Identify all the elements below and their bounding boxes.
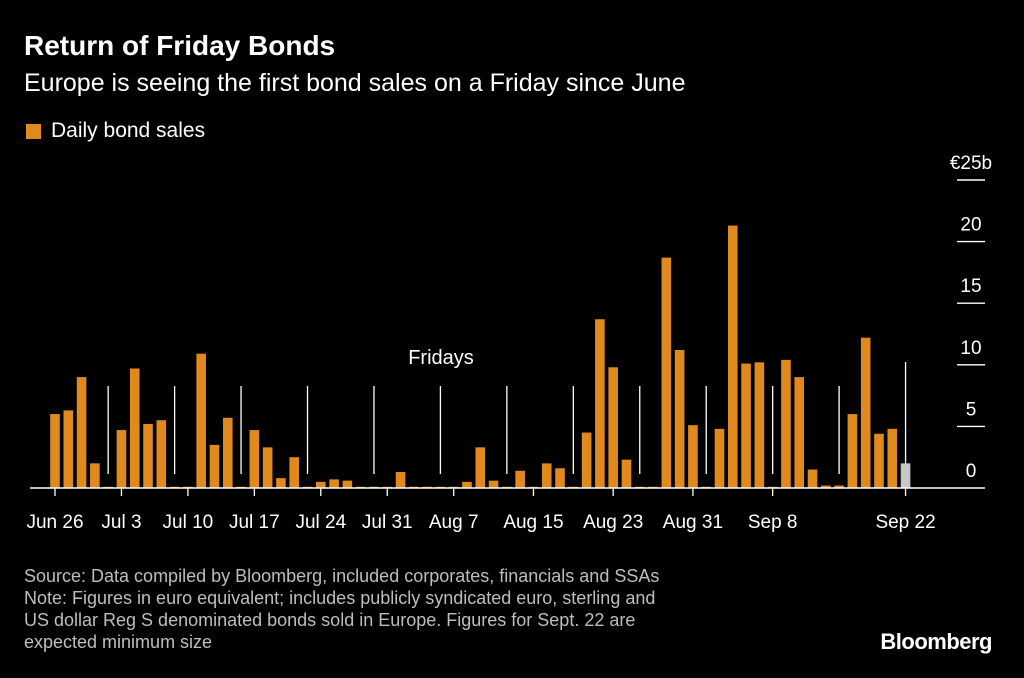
bar — [581, 432, 592, 488]
x-tick-label: Sep 22 — [875, 512, 935, 533]
bar — [222, 417, 233, 488]
bar — [50, 414, 60, 488]
bar — [821, 485, 831, 488]
bloomberg-logo: Bloomberg — [880, 629, 992, 654]
x-tick-label: Aug 7 — [429, 512, 479, 533]
bar — [595, 319, 605, 488]
friday-markers — [107, 362, 907, 474]
bar — [76, 377, 87, 488]
bar — [289, 457, 300, 488]
source-note: Source: Data compiled by Bloomberg, incl… — [24, 566, 660, 586]
legend: Daily bond sales — [26, 119, 205, 143]
footnotes: Source: Data compiled by Bloomberg, incl… — [24, 565, 659, 653]
bar — [847, 414, 858, 488]
bar — [63, 410, 74, 488]
note-line-2: US dollar Reg S denominated bonds sold i… — [24, 610, 636, 630]
bar — [608, 367, 618, 488]
bar — [661, 257, 672, 488]
bar — [781, 359, 791, 488]
x-tick-label: Aug 31 — [663, 512, 723, 533]
y-tick-label: 10 — [960, 338, 981, 359]
bar — [900, 463, 911, 488]
bar — [714, 428, 725, 488]
bar — [515, 470, 525, 488]
bar — [462, 481, 472, 488]
bar — [727, 225, 738, 489]
bar — [555, 468, 565, 488]
note-line-3: expected minimum size — [24, 632, 213, 652]
y-tick-label: €25b — [950, 153, 992, 174]
y-tick-label: 5 — [966, 399, 977, 420]
bar — [794, 377, 805, 488]
bar — [688, 425, 698, 488]
bar — [475, 447, 486, 488]
bars — [50, 225, 911, 489]
y-gridlines — [957, 179, 985, 428]
x-tick-label: Jul 17 — [229, 512, 280, 533]
bar — [116, 430, 127, 488]
x-tick-label: Jul 10 — [163, 512, 214, 533]
bar — [316, 481, 326, 488]
x-tick-label: Jul 31 — [362, 512, 413, 533]
bar — [129, 368, 140, 488]
x-tick-label: Aug 23 — [583, 512, 643, 533]
bar — [249, 430, 260, 488]
bar — [262, 447, 273, 488]
bar — [488, 480, 499, 488]
bar — [143, 423, 153, 488]
bar — [541, 463, 552, 488]
bar — [196, 353, 206, 488]
chart-title: Return of Friday Bonds — [24, 30, 336, 61]
y-tick-label: 20 — [960, 215, 981, 236]
x-tick-label: Sep 8 — [748, 512, 798, 533]
x-tick-label: Jun 26 — [26, 512, 83, 533]
bar — [874, 433, 884, 488]
x-tick-label: Jul 24 — [295, 512, 346, 533]
chart-subtitle: Europe is seeing the first bond sales on… — [24, 69, 686, 97]
x-tick-label: Jul 3 — [101, 512, 141, 533]
y-tick-label: 0 — [966, 461, 977, 482]
note-line-1: Note: Figures in euro equivalent; includ… — [24, 588, 656, 608]
bar — [807, 469, 818, 488]
bar — [860, 337, 871, 488]
legend-label: Daily bond sales — [51, 119, 206, 142]
bar — [276, 478, 286, 488]
legend-swatch — [26, 123, 41, 139]
bar — [90, 463, 100, 488]
bar — [156, 420, 167, 488]
bar — [674, 350, 685, 488]
y-tick-label: 15 — [960, 276, 981, 297]
x-axis — [30, 487, 985, 496]
bar — [834, 485, 844, 488]
bar — [342, 480, 353, 488]
bar — [621, 459, 632, 488]
bar — [395, 471, 406, 488]
bar — [754, 362, 765, 488]
bar — [887, 428, 898, 488]
bar — [209, 444, 220, 488]
axis-labels: 0 5 10 15 20 €25b Fridays Jun 26 Jul 3 Jul 10 Jul … — [26, 153, 992, 533]
bar — [741, 363, 751, 488]
bar — [329, 479, 339, 488]
fridays-annotation: Fridays — [408, 347, 474, 369]
x-tick-label: Aug 15 — [503, 512, 563, 533]
